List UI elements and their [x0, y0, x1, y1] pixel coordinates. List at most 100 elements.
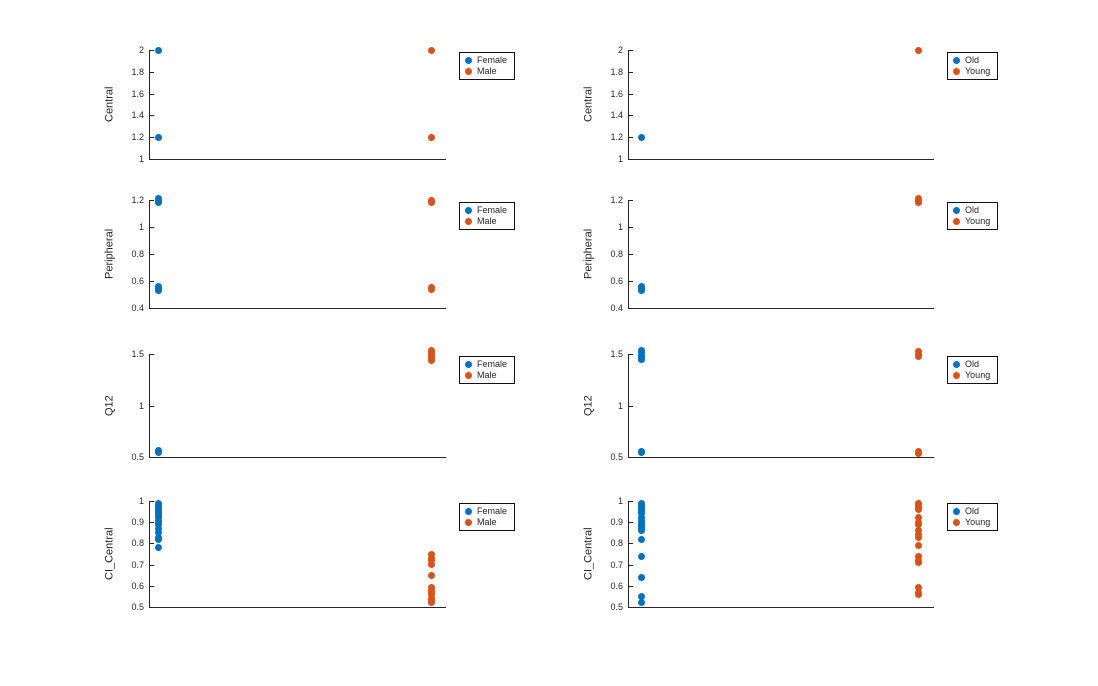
axes-q12-by-age: 0.5 1 1.5 Q12 Old Young	[583, 347, 999, 462]
y-tick	[629, 254, 633, 255]
legend-label: Female	[477, 506, 508, 516]
legend-label: Male	[477, 66, 497, 76]
legend-entry-male: Male	[465, 517, 507, 528]
legend-box: Old Young	[947, 503, 999, 531]
data-point-female	[155, 525, 163, 533]
y-tick-label: 0.8	[131, 538, 144, 548]
data-point-male	[427, 590, 435, 598]
legend-marker-icon	[953, 68, 960, 75]
legend-marker-icon	[953, 57, 960, 64]
y-tick-label: 1	[138, 154, 144, 164]
data-point-male	[427, 550, 435, 558]
y-tick	[150, 227, 154, 228]
data-point-female	[155, 199, 163, 207]
y-tick-label: 1.6	[131, 89, 144, 99]
data-point-young	[915, 46, 923, 54]
data-point-young	[915, 505, 923, 513]
axes-peripheral-by-sex: 0.4 0.6 0.8 1 1.2 Peripheral Female Male	[104, 195, 516, 313]
legend-marker-icon	[465, 508, 472, 515]
y-tick-label: 1.2	[610, 195, 623, 205]
y-tick-label: 1	[138, 401, 144, 411]
legend-entry-female: Female	[465, 506, 507, 517]
y-tick-label: 2	[138, 45, 144, 55]
y-tick-label: 1.8	[131, 67, 144, 77]
legend-marker-icon	[465, 68, 472, 75]
data-point-old	[637, 510, 645, 518]
y-tick-label: 0.8	[610, 249, 623, 259]
y-tick-label: 2	[617, 45, 623, 55]
y-tick	[150, 586, 154, 587]
legend-label: Young	[965, 517, 991, 527]
data-point-young	[915, 527, 923, 535]
legend-marker-icon	[953, 218, 960, 225]
data-point-young	[915, 514, 923, 522]
legend-entry-old: Old	[953, 359, 990, 370]
y-tick-label: 0.6	[131, 581, 144, 591]
y-tick-label: 0.5	[610, 602, 623, 612]
y-tick	[629, 159, 633, 160]
y-tick-label: 0.6	[610, 276, 623, 286]
y-tick	[629, 308, 633, 309]
y-tick	[629, 72, 633, 73]
data-point-female	[155, 544, 163, 552]
legend-entry-female: Female	[465, 55, 507, 66]
y-tick	[629, 565, 633, 566]
data-point-young	[915, 558, 923, 566]
data-point-young	[915, 552, 923, 560]
y-tick-label: 1.8	[610, 67, 623, 77]
y-tick	[150, 200, 154, 201]
legend-label: Old	[965, 55, 980, 65]
y-tick	[150, 115, 154, 116]
legend-box: Female Male	[459, 202, 516, 230]
legend-marker-icon	[465, 218, 472, 225]
y-tick	[150, 406, 154, 407]
y-tick	[629, 50, 633, 51]
y-tick-label: 0.8	[610, 538, 623, 548]
legend-marker-icon	[465, 361, 472, 368]
data-point-female	[155, 535, 163, 543]
y-axis-label: Q12	[103, 395, 116, 416]
y-tick-label: 1	[617, 154, 623, 164]
y-tick	[629, 200, 633, 201]
legend-label: Female	[477, 205, 508, 215]
data-point-male	[427, 285, 435, 293]
y-tick-label: 1.2	[131, 132, 144, 142]
axes-central-by-sex: 1 1.2 1.4 1.6 1.8 2 Central Female Male	[104, 45, 516, 164]
y-tick-label: 0.4	[131, 303, 144, 313]
data-point-female	[155, 449, 163, 457]
data-point-female	[155, 133, 163, 141]
y-tick	[150, 94, 154, 95]
data-point-old	[637, 449, 645, 457]
legend-entry-young: Young	[953, 517, 990, 528]
legend-label: Male	[477, 370, 497, 380]
y-tick-label: 0.6	[131, 276, 144, 286]
y-tick-label: 0.9	[610, 517, 623, 527]
data-point-young	[915, 590, 923, 598]
y-tick	[629, 137, 633, 138]
y-tick	[150, 457, 154, 458]
y-tick-label: 1	[138, 222, 144, 232]
legend-label: Female	[477, 55, 508, 65]
y-tick	[629, 94, 633, 95]
legend-marker-icon	[465, 207, 472, 214]
legend-entry-old: Old	[953, 506, 990, 517]
data-point-male	[427, 556, 435, 564]
data-point-female	[155, 286, 163, 294]
legend-box: Old Young	[947, 52, 999, 80]
legend-entry-young: Young	[953, 66, 990, 77]
y-tick	[150, 50, 154, 51]
y-tick-label: 0.8	[131, 249, 144, 259]
axes-ci-central-by-sex: 0.5 0.6 0.7 0.8 0.9 1 CI_Central Female Male	[104, 496, 516, 612]
legend-entry-male: Male	[465, 216, 507, 227]
data-point-young	[915, 450, 923, 458]
legend-box: Female Male	[459, 503, 516, 531]
legend-label: Young	[965, 66, 991, 76]
y-tick-label: 1	[138, 496, 144, 506]
legend-entry-male: Male	[465, 370, 507, 381]
y-tick	[150, 501, 154, 502]
y-axis-label: Central	[582, 86, 595, 123]
legend-entry-young: Young	[953, 216, 990, 227]
data-point-male	[427, 356, 435, 364]
y-tick-label: 0.7	[610, 560, 623, 570]
legend-marker-icon	[465, 372, 472, 379]
